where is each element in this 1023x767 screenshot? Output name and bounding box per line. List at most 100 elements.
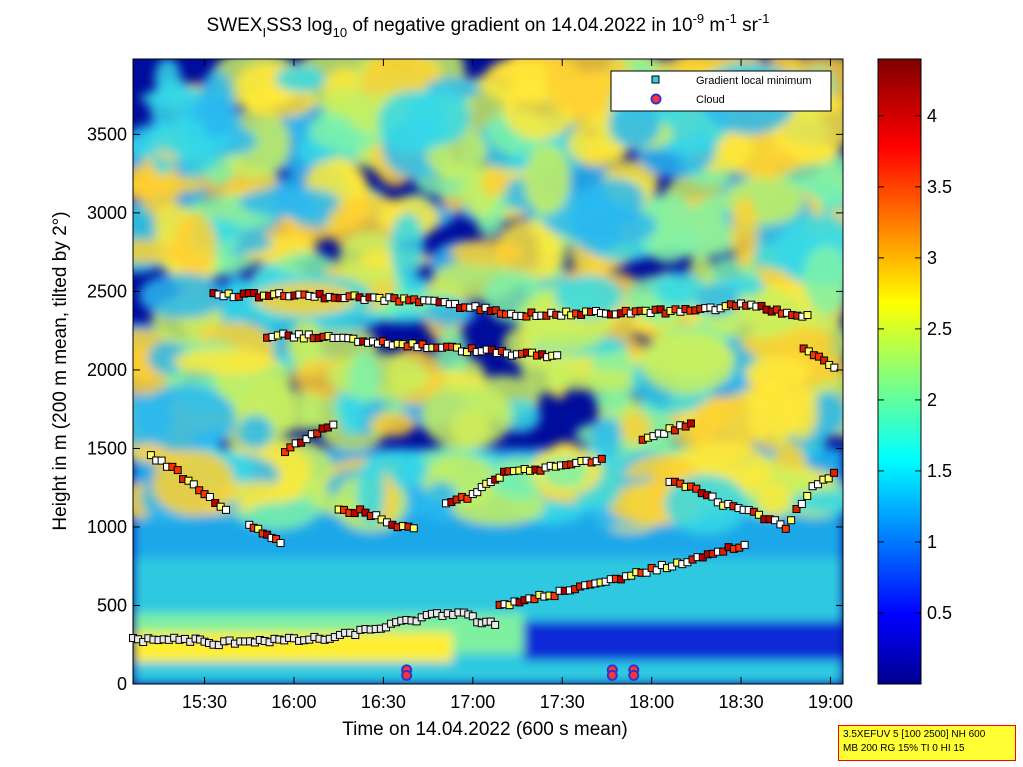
legend: Gradient local minimum Cloud [610,70,832,112]
minimum-marker [656,305,665,314]
minimum-marker [824,474,833,483]
minimum-marker [830,363,839,372]
colorbar-tick-label: 1 [927,532,937,552]
colorbar-tick-label: 2 [927,390,937,410]
minimum-marker [372,511,381,520]
y-tick-label: 1000 [87,517,127,537]
minimum-marker [642,568,651,577]
minimum-marker [495,473,504,482]
colorbar-tick-label: 2.5 [927,319,952,339]
minimum-marker [754,510,763,519]
legend-marker-minimum [651,75,660,84]
legend-box [610,70,832,112]
minimum-marker [557,311,566,320]
y-tick-label: 0 [117,674,127,694]
x-tick-label: 19:00 [808,692,853,712]
minimum-marker [792,505,801,514]
y-axis-label: Height in m (200 m mean, tilted by 2°) [50,211,71,530]
minimum-marker [351,631,360,640]
minimum-marker [450,299,459,308]
y-axis: 0 500 1000 1500 2000 2500 3000 3500 [87,124,843,694]
parameter-box: 3.5XEFUV 5 [100 2500] NH 600 MB 200 RG 1… [838,725,1016,761]
colorbar-tick-label: 0.5 [927,603,952,623]
minimum-marker [276,538,285,547]
minimum-marker [173,466,182,475]
cloud-markers [401,664,640,681]
minimum-marker [313,429,322,438]
minimum-marker [412,617,421,626]
minimum-marker [329,420,338,429]
y-tick-label: 2000 [87,360,127,380]
minimum-marker [787,516,796,525]
minimum-marker [473,488,482,497]
legend-label-cloud: Cloud [696,94,725,106]
colorbar-gradient [877,58,922,685]
minimum-marker [205,492,214,501]
minimum-marker [660,429,669,438]
colorbar-ticks: 0.5 1 1.5 2 2.5 3 3.5 4 [878,106,952,623]
minimum-marker [803,491,812,500]
y-tick-label: 1500 [87,438,127,458]
minimum-marker [597,454,606,463]
y-tick-label: 3500 [87,124,127,144]
x-tick-label: 17:00 [450,692,495,712]
minimum-marker [157,456,166,465]
minimum-marker [740,540,749,549]
colorbar-tick-label: 1.5 [927,461,952,481]
minimum-marker [221,505,230,514]
minimum-marker [652,566,661,575]
minimum-marker [189,480,198,489]
minimum-marker [491,620,500,629]
minimum-marker [315,289,324,298]
cloud-marker [628,669,640,681]
x-tick-label: 15:30 [182,692,227,712]
x-tick-label: 17:30 [540,692,585,712]
minimum-marker [692,484,701,493]
x-tick-label: 18:30 [719,692,764,712]
cloud-marker [401,669,413,681]
colorbar-tick-label: 3.5 [927,177,952,197]
minimum-marker [468,612,477,621]
x-axis-label: Time on 14.04.2022 (600 s mean) [342,719,628,740]
minimum-marker [281,448,290,457]
y-tick-label: 3000 [87,203,127,223]
minimum-marker [820,356,829,365]
y-tick-label: 2500 [87,281,127,301]
colorbar-tick-label: 4 [927,106,937,126]
minimum-marker [803,311,812,320]
cloud-marker [606,669,618,681]
minimum-marker [772,305,781,314]
minimum-marker [797,499,806,508]
minimum-marker [530,595,539,604]
legend-label-minimum: Gradient local minimum [696,75,812,87]
minimum-marker [781,524,790,533]
minimum-marker [463,494,472,503]
chart-title: SWEXISS3 log10 of negative gradient on 1… [207,11,770,40]
minimum-marker [146,451,155,460]
minimum-markers [129,289,839,650]
x-axis: 15:30 16:00 16:30 17:00 17:30 18:00 18:30 19:00 [182,59,853,712]
parameter-line-1: 3.5XEFUV 5 [100 2500] NH 600 [843,729,986,740]
parameter-line-2: MB 200 RG 15% TI 0 HI 15 [843,743,965,754]
minimum-marker [302,435,311,444]
minimum-marker [776,520,785,529]
minimum-marker [771,516,780,525]
minimum-marker [553,351,562,360]
minimum-marker [719,547,728,556]
plot-area [133,59,843,684]
minimum-marker [294,330,303,339]
minimum-marker [409,524,418,533]
minimum-marker [522,312,531,321]
y-tick-label: 500 [97,595,127,615]
minimum-marker [670,426,679,435]
colorbar-tick-label: 3 [927,248,937,268]
x-tick-label: 16:00 [271,692,316,712]
plot-frame [132,58,844,685]
minimum-marker [254,524,263,533]
minimum-marker [686,419,695,428]
minimum-marker [550,592,559,601]
minimum-marker [708,492,717,501]
colorbar: 0.5 1 1.5 2 2.5 3 3.5 4 [877,58,952,685]
x-tick-label: 18:00 [629,692,674,712]
